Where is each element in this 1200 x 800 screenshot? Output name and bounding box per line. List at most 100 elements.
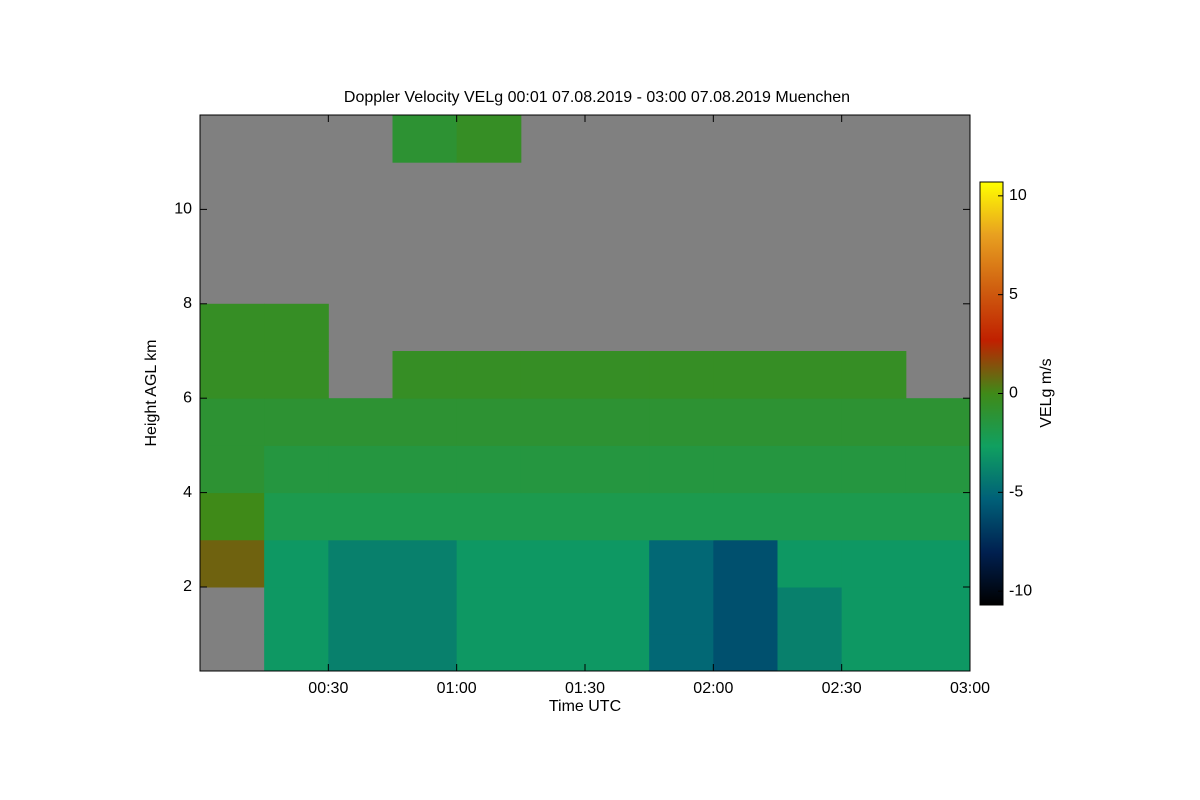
heatmap-cell [905, 492, 971, 541]
x-tick-label: 00:30 [308, 680, 348, 697]
heatmap-cell [585, 492, 650, 541]
heatmap-cell [777, 445, 843, 494]
heatmap-cell [520, 586, 586, 635]
heatmap-cell [649, 445, 714, 494]
heatmap-cell [456, 492, 522, 541]
heatmap-cell [328, 586, 393, 635]
heatmap-cell [392, 350, 458, 399]
heatmap-cell [456, 539, 522, 588]
heatmap-cell [777, 350, 843, 399]
colorbar-tick-label: 0 [1009, 385, 1018, 402]
heatmap-cell [264, 586, 329, 635]
heatmap-cell [200, 398, 265, 446]
heatmap-cell [200, 445, 265, 494]
heatmap-cell [841, 634, 907, 672]
heatmap-cell [520, 350, 586, 399]
heatmap-cell [713, 398, 778, 446]
heatmap-cell [392, 586, 458, 635]
colorbar-tick-label: -5 [1009, 484, 1023, 501]
x-tick-label: 03:00 [950, 680, 990, 697]
heatmap-cell [905, 539, 971, 588]
heatmap-cell [841, 539, 907, 588]
heatmap-cell [585, 445, 650, 494]
x-tick-label: 02:00 [693, 680, 733, 697]
heatmap-cell [777, 539, 843, 588]
x-axis-label: Time UTC [549, 698, 621, 715]
heatmap-cell [585, 398, 650, 446]
heatmap-cell [392, 492, 458, 541]
x-tick-label: 01:00 [437, 680, 477, 697]
heatmap-cell [456, 350, 522, 399]
heatmap-cell [649, 634, 714, 672]
heatmap-cell [328, 445, 393, 494]
heatmap-cell [264, 492, 329, 541]
heatmap-cell [649, 539, 714, 588]
heatmap-cell [905, 634, 971, 672]
heatmap-cell [456, 445, 522, 494]
heatmap-cell [520, 492, 586, 541]
y-tick-label: 2 [183, 578, 192, 595]
chart-title: Doppler Velocity VELg 00:01 07.08.2019 -… [344, 89, 850, 106]
heatmap-cell [649, 492, 714, 541]
heatmap-cell [328, 492, 393, 541]
heatmap-cell [264, 350, 329, 399]
heatmap-cell [841, 445, 907, 494]
heatmap-cell [200, 350, 265, 399]
colorbar-label: VELg m/s [1038, 358, 1055, 427]
heatmap-cell [713, 350, 778, 399]
y-axis-label: Height AGL km [143, 339, 160, 446]
x-tick-label: 02:30 [822, 680, 862, 697]
heatmap-cell [520, 634, 586, 672]
heatmap-cell [841, 350, 907, 399]
colorbar-tick-label: -10 [1009, 582, 1032, 599]
heatmap-cell [200, 303, 265, 352]
x-tick-label: 01:30 [565, 680, 605, 697]
heatmap-cell [585, 634, 650, 672]
heatmap-cell [713, 445, 778, 494]
heatmap-cell [585, 350, 650, 399]
y-tick-label: 4 [183, 484, 192, 501]
heatmap-cell [585, 539, 650, 588]
heatmap-cell [713, 539, 778, 588]
heatmap-cell [713, 492, 778, 541]
heatmap-cell [264, 539, 329, 588]
heatmap-cell [456, 586, 522, 635]
heatmap-cell [777, 492, 843, 541]
heatmap-cell [713, 586, 778, 635]
heatmap-cell [328, 634, 393, 672]
heatmap-cell [264, 303, 329, 352]
heatmap-cell [264, 634, 329, 672]
heatmap-cell [777, 634, 843, 672]
colorbar-tick-label: 10 [1009, 187, 1027, 204]
heatmap-cell [777, 398, 843, 446]
heatmap-cell [649, 350, 714, 399]
heatmap-cell [841, 492, 907, 541]
heatmap-cell [328, 398, 393, 446]
y-tick-label: 8 [183, 295, 192, 312]
heatmap-cell [905, 398, 971, 446]
heatmap-cell [392, 634, 458, 672]
heatmap-cell [200, 492, 265, 541]
heatmap-cell [264, 445, 329, 494]
heatmap-cell [649, 398, 714, 446]
heatmap-cell [392, 445, 458, 494]
heatmap-cell [392, 539, 458, 588]
heatmap-cell [456, 115, 522, 163]
heatmap-cell [264, 398, 329, 446]
heatmap-cell [841, 398, 907, 446]
heatmap-cell [520, 539, 586, 588]
heatmap-cell [713, 634, 778, 672]
heatmap-cell [520, 398, 586, 446]
heatmap-cell [200, 539, 265, 588]
colorbar-tick-label: 5 [1009, 286, 1018, 303]
heatmap-cell [456, 398, 522, 446]
y-tick-label: 6 [183, 389, 192, 406]
heatmap-cell [905, 445, 971, 494]
heatmap-cell [520, 445, 586, 494]
heatmap-cell [392, 115, 458, 163]
heatmap-cell [841, 586, 907, 635]
heatmap-cell [905, 586, 971, 635]
heatmap-cell [328, 539, 393, 588]
heatmap-cell [777, 586, 843, 635]
